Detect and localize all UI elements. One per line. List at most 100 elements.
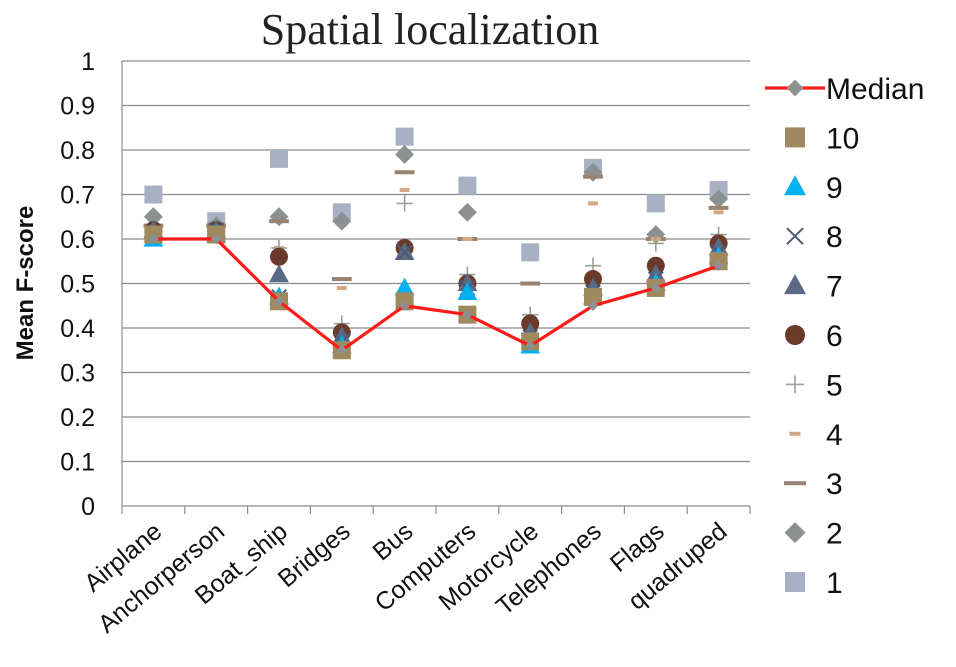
data-point [709,189,729,209]
series-3 [143,170,729,286]
y-tick-labels: 0 0.1 0.2 0.3 0.4 0.5 0.6 0.7 0.8 0.9 1 [60,48,95,521]
legend-swatch-marker [784,274,806,295]
legend-item: Median [765,73,924,106]
data-point [458,176,477,195]
data-point [331,277,352,282]
legend-item: 5 [786,369,843,402]
y-tick-label: 0.4 [60,315,95,343]
data-point [521,243,540,262]
legend-label: Median [826,73,924,106]
median-point [650,282,662,294]
data-point [396,195,413,212]
data-point [457,202,477,222]
data-point [646,225,666,244]
median-point [713,260,724,271]
legend: Median 10 9 8 7 6 5 4 3 2 1 [765,73,924,600]
y-tick-label: 0.7 [60,182,95,210]
series-median [148,233,724,356]
legend-swatch-marker [784,481,806,486]
y-axis-label: Mean F-score [12,206,39,361]
legend-item: 1 [785,567,843,600]
data-point [713,210,724,215]
median-point [524,340,536,352]
series-8 [145,222,727,350]
median-point [210,233,222,245]
y-tick-label: 0.9 [60,93,95,121]
data-point [708,205,729,210]
median-point [462,309,473,320]
data-point [395,145,415,164]
data-point [588,201,598,206]
x-tick-label: Bus [367,517,418,566]
data-point [270,247,288,266]
series-9 [143,224,729,354]
legend-item: 10 [785,122,859,155]
data-point [395,127,414,146]
data-series [143,127,729,360]
data-point [332,211,352,231]
legend-swatch-marker [784,522,806,544]
legend-item: 7 [784,271,843,304]
legend-item: 6 [785,320,843,353]
y-tick-label: 1 [81,48,95,76]
data-point [394,277,415,296]
series-4 [148,188,724,322]
legend-label: 4 [826,419,843,452]
data-point [399,188,410,193]
legend-label: 9 [826,172,843,205]
median-point [399,300,410,311]
y-tick-label: 0.5 [60,271,95,299]
y-tick-label: 0.6 [60,226,95,254]
median-point [336,345,348,356]
legend-item: 9 [784,172,843,205]
y-tick-label: 0 [81,493,95,521]
chart-title: Spatial localization [261,5,599,54]
legend-item: 3 [784,468,843,501]
data-point [396,244,413,261]
data-point [520,281,541,286]
legend-label: 6 [826,320,843,353]
y-tick-label: 0.8 [60,137,95,165]
legend-swatch-marker [786,227,804,245]
legend-label: 2 [826,518,843,551]
legend-item: 4 [789,419,843,452]
median-point [148,233,159,245]
legend-swatch-marker [786,79,804,97]
y-tick-label: 0.3 [60,360,95,388]
data-point [583,174,603,179]
data-point [462,237,473,241]
median-point [587,300,599,311]
data-point [646,194,665,213]
legend-swatch-marker [784,175,806,196]
y-tick-label: 0.1 [60,449,95,477]
data-point [269,219,289,224]
legend-swatch-marker [786,375,804,394]
data-point [584,287,602,306]
legend-swatch-marker [785,572,805,592]
data-point [143,207,163,227]
x-tick-label: Bridges [273,517,356,593]
y-tick-label: 0.2 [60,404,95,432]
data-point [144,185,163,204]
data-point [394,170,415,175]
series-2 [143,145,729,351]
legend-swatch-marker [785,127,805,148]
data-point [457,282,478,301]
legend-label: 3 [826,468,843,501]
legend-label: 1 [826,567,843,600]
data-point [269,264,289,283]
median-point [273,296,285,307]
legend-label: 8 [826,221,843,254]
median-line [153,237,720,352]
data-point [269,207,289,227]
data-point [647,235,664,252]
gridlines [121,60,751,514]
legend-swatch-marker [785,325,805,345]
data-point [270,149,288,168]
legend-item: 2 [784,518,843,551]
legend-label: 10 [826,122,859,155]
legend-swatch-marker [789,431,801,436]
legend-label: 5 [826,369,843,402]
